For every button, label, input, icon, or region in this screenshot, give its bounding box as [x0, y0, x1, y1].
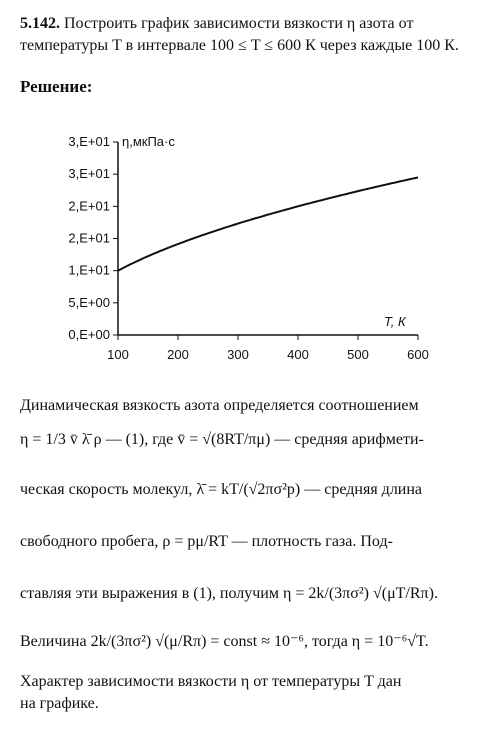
- y-tick-label: 3,E+01: [68, 166, 110, 181]
- y-tick-label: 5,E+00: [68, 295, 110, 310]
- problem-number: 5.142.: [20, 15, 64, 32]
- x-tick-label: 300: [227, 347, 249, 362]
- para1-line3: ческая скорость молекул, λ̄ = kT/(√2πσ²p…: [20, 481, 423, 498]
- para2-line1: Характер зависимости вязкости η от темпе…: [20, 673, 402, 690]
- viscosity-chart: 0,E+00 5,E+00 1,E+01 2,E+01 2,E+01 3,E+01 3,E+…: [68, 134, 429, 362]
- y-tick-label: 1,E+01: [68, 263, 110, 278]
- solution-heading: Решение:: [20, 77, 93, 96]
- x-axis-label: T, К: [384, 314, 407, 329]
- problem-text-1: Построить график зависимости вязкости η …: [64, 15, 414, 32]
- chart-axes: [117, 142, 418, 336]
- x-tick-label: 400: [287, 347, 309, 362]
- para1-line6: Величина 2k/(3πσ²) √(μ/Rπ) = const ≈ 10⁻…: [20, 633, 429, 650]
- para1-line1: Динамическая вязкость азота определяется…: [20, 397, 419, 414]
- problem-line-1: 5.142. Построить график зависимости вязк…: [20, 14, 413, 34]
- y-tick-label: 2,E+01: [68, 198, 110, 213]
- para1-equation1: η = 1/3 v̄ λ̄ ρ — (1), где v̄ = √(8RT/πμ…: [20, 431, 424, 448]
- para1-line4: свободного пробега, ρ = pμ/RT — плотност…: [20, 533, 393, 550]
- y-tick-label: 3,E+01: [68, 134, 110, 149]
- para2-line2: на графике.: [20, 695, 99, 712]
- para1-line5: ставляя эти выражения в (1), получим η =…: [20, 585, 438, 602]
- y-tick-label: 2,E+01: [68, 231, 110, 246]
- problem-text-2: температуры T в интервале 100 ≤ T ≤ 600 …: [20, 37, 459, 54]
- x-tick-label: 600: [407, 347, 429, 362]
- x-tick-label: 500: [347, 347, 369, 362]
- y-tick-label: 0,E+00: [68, 327, 110, 342]
- y-ticks: 0,E+00 5,E+00 1,E+01 2,E+01 2,E+01 3,E+01 3,E+…: [68, 134, 118, 342]
- x-tick-label: 200: [167, 347, 189, 362]
- problem-line-2: температуры T в интервале 100 ≤ T ≤ 600 …: [20, 36, 459, 56]
- y-axis-label: η,мкПа·с: [122, 134, 175, 149]
- x-ticks: 100 200 300 400 500 600: [107, 335, 429, 362]
- x-tick-label: 100: [107, 347, 129, 362]
- viscosity-curve: [117, 176, 419, 272]
